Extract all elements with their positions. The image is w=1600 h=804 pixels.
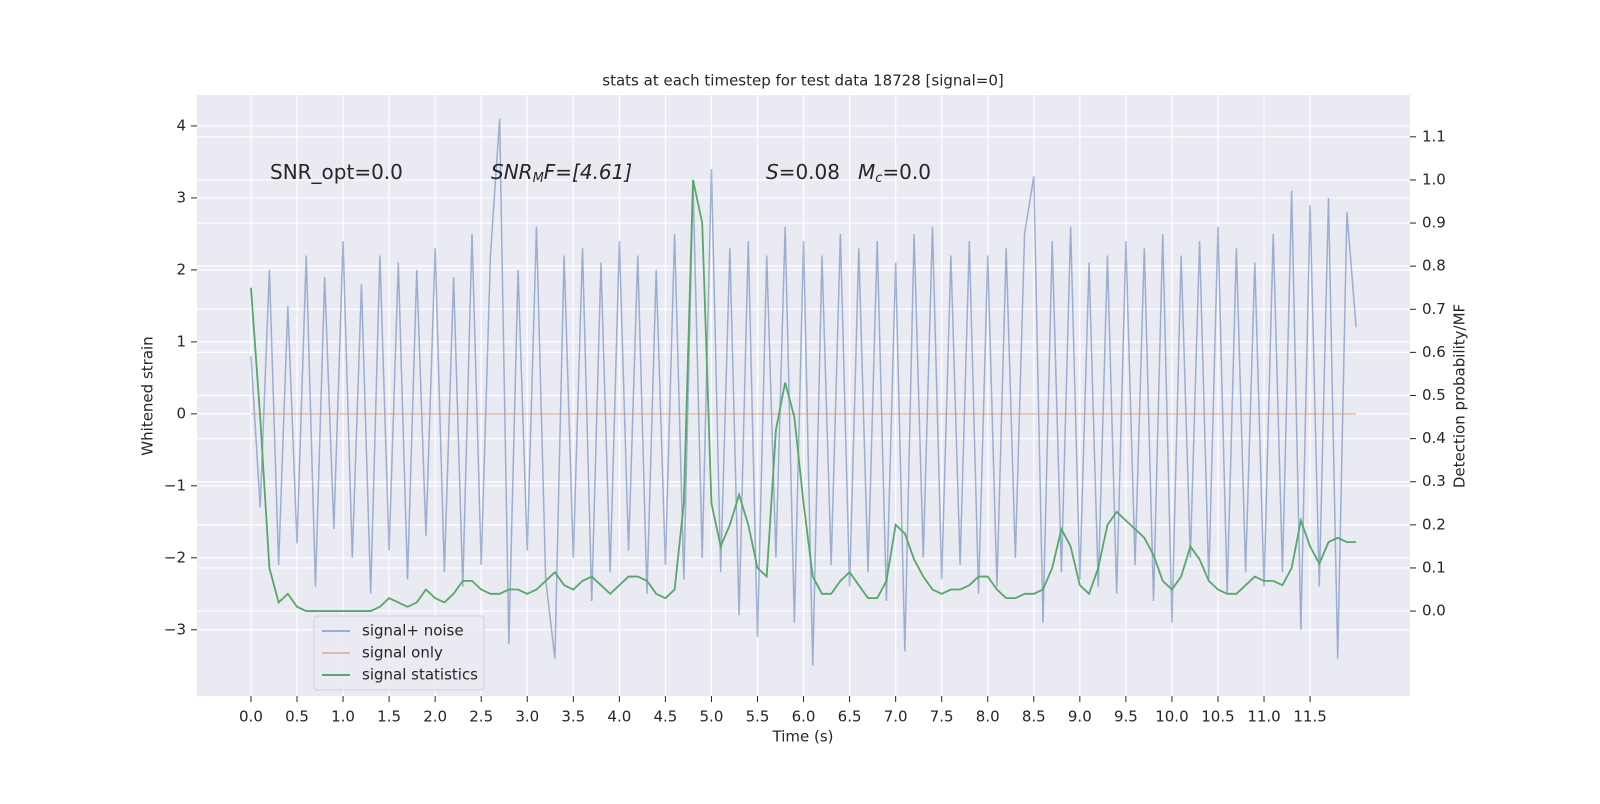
line-series <box>250 118 1357 666</box>
y-tick-label: 3 <box>176 188 186 206</box>
chart-title: stats at each timestep for test data 187… <box>602 72 1003 90</box>
annotation-text: M <box>858 160 875 184</box>
legend-label: signal+ noise <box>362 622 464 640</box>
x-tick-label: 7.0 <box>884 708 908 726</box>
x-tick-label: 10.0 <box>1155 708 1188 726</box>
legend-label: signal only <box>362 644 443 662</box>
x-tick-label: 5.0 <box>700 708 724 726</box>
x-tick-label: 3.5 <box>561 708 585 726</box>
x-tick-label: 4.5 <box>653 708 677 726</box>
x-tick-label: 11.5 <box>1293 708 1326 726</box>
legend-label: signal statistics <box>362 666 478 684</box>
legend-box <box>313 615 485 691</box>
y-tick-label: 4 <box>176 116 186 134</box>
x-axis-label: Time (s) <box>772 728 834 746</box>
x-tick-label: 6.5 <box>838 708 862 726</box>
x-tick-label: 9.0 <box>1068 708 1092 726</box>
y2-tick-label: 0.5 <box>1422 386 1446 404</box>
y2-axis-label: Detection probability/MF <box>1451 304 1469 488</box>
annotation-text: M <box>533 171 544 186</box>
annotation: SNRMF=[4.61] <box>491 160 632 186</box>
annotation: S=0.08 Mc=0.0 <box>766 160 931 186</box>
y-tick-label: 0 <box>176 404 186 422</box>
annotation-text: SNR <box>491 160 533 184</box>
x-tick-label: 3.0 <box>515 708 539 726</box>
x-tick-label: 4.0 <box>607 708 631 726</box>
x-tick-label: 8.0 <box>976 708 1000 726</box>
line-series <box>250 179 1357 612</box>
y2-tick-label: 0.0 <box>1422 602 1446 620</box>
y2-tick-label: 0.6 <box>1422 343 1446 361</box>
y2-tick-label: 1.1 <box>1422 127 1446 145</box>
y2-tick-label: 0.3 <box>1422 472 1446 490</box>
y2-tick-label: 0.8 <box>1422 257 1446 275</box>
y-tick-label: −1 <box>164 476 186 494</box>
annotation-text: =0.08 <box>779 160 840 184</box>
y2-tick-label: 0.2 <box>1422 515 1446 533</box>
y2-tick-label: 0.7 <box>1422 300 1446 318</box>
x-tick-label: 6.0 <box>792 708 816 726</box>
annotation: SNR_opt=0.0 <box>270 160 403 184</box>
annotation-text: S <box>766 160 779 184</box>
x-tick-label: 11.0 <box>1247 708 1280 726</box>
annotation-text: =0.0 <box>882 160 931 184</box>
y-tick-label: −2 <box>164 548 186 566</box>
x-tick-label: 5.5 <box>746 708 770 726</box>
y-tick-label: 1 <box>176 332 186 350</box>
y-tick-label: −3 <box>164 620 186 638</box>
annotation-text: SNR_opt=0.0 <box>270 160 403 184</box>
x-tick-label: 9.5 <box>1114 708 1138 726</box>
x-tick-label: 1.0 <box>331 708 355 726</box>
y2-tick-label: 1.0 <box>1422 170 1446 188</box>
y2-tick-label: 0.4 <box>1422 429 1446 447</box>
x-tick-label: 1.5 <box>377 708 401 726</box>
x-tick-label: 2.5 <box>469 708 493 726</box>
annotation-text: c <box>875 171 882 186</box>
x-tick-label: 0.5 <box>285 708 309 726</box>
y-axis-label: Whitened strain <box>139 336 157 455</box>
y2-tick-label: 0.9 <box>1422 214 1446 232</box>
x-tick-label: 2.0 <box>423 708 447 726</box>
y2-tick-label: 0.1 <box>1422 558 1446 576</box>
x-tick-label: 0.0 <box>239 708 263 726</box>
y-tick-label: 2 <box>176 260 186 278</box>
x-tick-label: 8.5 <box>1022 708 1046 726</box>
annotation-text: F=[4.61] <box>544 160 632 184</box>
x-tick-label: 10.5 <box>1201 708 1234 726</box>
x-tick-label: 7.5 <box>930 708 954 726</box>
